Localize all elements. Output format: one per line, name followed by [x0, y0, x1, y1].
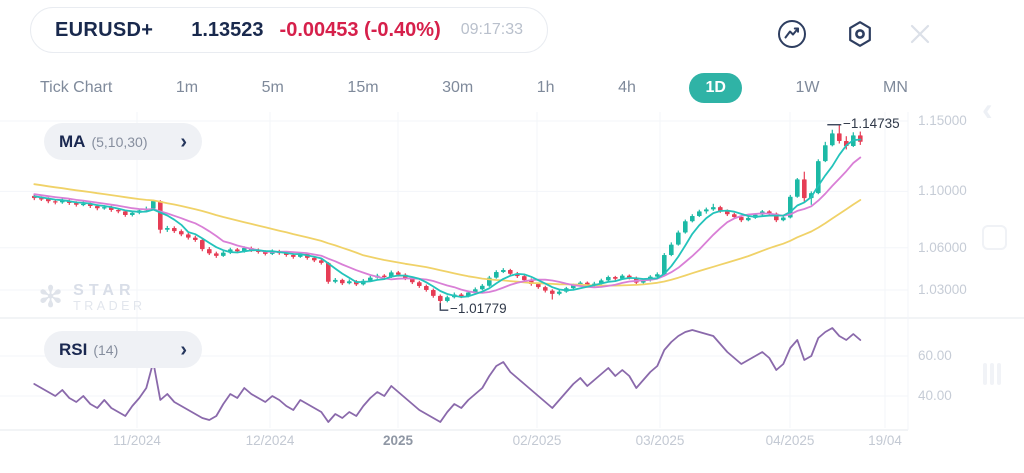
tab-30m[interactable]: 30m — [432, 74, 483, 102]
watermark-line2: TRADER — [73, 298, 146, 313]
last-price: 1.13523 — [191, 18, 264, 41]
chevron-right-icon: › — [180, 130, 187, 153]
ma-params: (5,10,30) — [91, 133, 148, 150]
price-axis-label: 1.06000 — [918, 239, 967, 255]
square-icon[interactable] — [982, 225, 1007, 250]
ma-label: MA — [59, 131, 86, 151]
tab-1d[interactable]: 1D — [689, 73, 742, 103]
symbol-name: EURUSD+ — [55, 18, 154, 41]
chevron-right-icon: › — [180, 338, 187, 361]
rsi-label: RSI — [59, 339, 88, 359]
price-change: -0.00453 (-0.40%) — [279, 18, 441, 41]
drag-bars-icon[interactable] — [983, 363, 1001, 385]
rsi-axis-label: 60.00 — [918, 348, 952, 363]
timeframe-tabs: Tick Chart 1m 5m 15m 30m 1h 4h 1D 1W MN — [30, 72, 918, 104]
date-axis-label: 04/2025 — [765, 433, 815, 448]
rsi-axis-label: 40.00 — [918, 388, 952, 403]
date-axis-label: 02/2025 — [512, 433, 562, 448]
date-axis-label: 19/04 — [868, 433, 902, 448]
date-axis-label: 11/2024 — [113, 433, 161, 448]
symbol-summary-pill[interactable]: EURUSD+ 1.13523 -0.00453 (-0.40%) 09:17:… — [30, 7, 549, 53]
price-axis-label: 1.15000 — [918, 113, 967, 128]
broker-watermark: ✻ STAR TRADER — [38, 282, 146, 313]
date-axis-label: 12/2024 — [245, 433, 295, 448]
watermark-line1: STAR — [73, 282, 136, 299]
tab-tick-chart[interactable]: Tick Chart — [30, 74, 122, 102]
ma-indicator-button[interactable]: MA (5,10,30) › — [44, 123, 202, 160]
gear-hexagon-icon[interactable] — [845, 19, 875, 49]
tab-mn[interactable]: MN — [873, 74, 918, 102]
low-price-annotation: −1.01779 — [450, 301, 507, 316]
rsi-params: (14) — [93, 341, 119, 358]
price-axis-label: 1.03000 — [918, 281, 967, 297]
tab-15m[interactable]: 15m — [337, 74, 388, 102]
close-icon[interactable] — [905, 19, 935, 49]
rsi-indicator-button[interactable]: RSI (14) › — [44, 331, 202, 368]
star-logo-icon: ✻ — [38, 280, 64, 314]
tab-5m[interactable]: 5m — [252, 74, 294, 102]
quote-time: 09:17:33 — [460, 21, 524, 38]
date-axis-label: 03/2025 — [635, 433, 685, 448]
activity-icon[interactable] — [777, 19, 807, 49]
price-axis-label: 1.10000 — [918, 183, 967, 199]
tab-1m[interactable]: 1m — [166, 74, 208, 102]
chevron-left-icon[interactable]: ‹ — [982, 91, 993, 127]
high-price-annotation: −1.14735 — [843, 116, 900, 131]
date-axis-label: 2025 — [382, 433, 414, 448]
tab-1w[interactable]: 1W — [785, 74, 829, 102]
tab-1h[interactable]: 1h — [527, 74, 565, 102]
tab-4h[interactable]: 4h — [608, 74, 646, 102]
